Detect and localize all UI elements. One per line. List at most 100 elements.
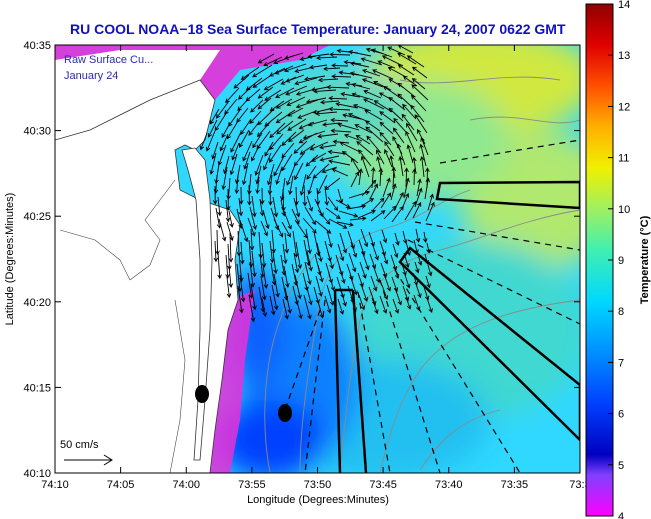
x-tick-label: 74:10 bbox=[41, 479, 69, 491]
current-vector bbox=[339, 141, 361, 153]
current-vector bbox=[328, 106, 351, 112]
current-vector bbox=[234, 175, 240, 195]
current-vector bbox=[349, 274, 358, 296]
current-vector bbox=[283, 265, 290, 289]
scale-vector-label: 50 cm/s bbox=[60, 439, 99, 451]
current-vector bbox=[249, 261, 256, 288]
current-vector bbox=[427, 264, 433, 277]
current-vector bbox=[305, 228, 312, 255]
current-vector bbox=[225, 199, 231, 223]
current-vector bbox=[286, 96, 306, 106]
overlay-line-1: Raw Surface Cu... bbox=[64, 54, 153, 66]
current-vector bbox=[358, 239, 366, 257]
current-vector bbox=[261, 297, 268, 318]
current-vector bbox=[215, 100, 230, 119]
current-vector bbox=[295, 241, 303, 270]
current-vector bbox=[350, 241, 358, 258]
current-vector bbox=[402, 75, 418, 87]
current-vector bbox=[349, 216, 367, 221]
marker-dot-b bbox=[278, 404, 292, 422]
current-vector bbox=[338, 265, 346, 285]
current-vector bbox=[304, 206, 316, 226]
current-vector bbox=[364, 109, 383, 121]
current-vector bbox=[406, 144, 414, 164]
current-vector bbox=[357, 209, 376, 219]
current-vector bbox=[211, 141, 219, 160]
current-vector bbox=[292, 230, 299, 258]
y-tick-label: 40:25 bbox=[23, 211, 51, 223]
current-vector bbox=[291, 263, 299, 287]
current-vector bbox=[260, 275, 267, 301]
current-vector bbox=[427, 193, 434, 211]
current-vector bbox=[251, 250, 257, 278]
current-vector bbox=[356, 140, 374, 156]
current-vector bbox=[372, 264, 381, 284]
current-vector bbox=[392, 243, 399, 259]
current-vector bbox=[239, 241, 245, 265]
x-tick-label: 73:55 bbox=[238, 479, 266, 491]
current-vector bbox=[221, 166, 228, 191]
current-vector bbox=[383, 148, 393, 168]
current-vector bbox=[360, 155, 370, 178]
current-vector bbox=[209, 108, 220, 125]
current-vector bbox=[284, 287, 292, 314]
current-vector bbox=[305, 283, 313, 306]
current-vector bbox=[420, 136, 429, 156]
current-vector bbox=[282, 298, 289, 320]
current-vector bbox=[359, 198, 375, 208]
current-vector bbox=[229, 153, 238, 176]
current-vector bbox=[423, 286, 430, 301]
current-vector bbox=[293, 252, 300, 274]
current-vector bbox=[391, 205, 404, 223]
current-vector bbox=[294, 162, 304, 181]
current-vector bbox=[302, 217, 317, 234]
colorbar-tick-label: 11 bbox=[618, 153, 629, 165]
current-vector bbox=[275, 109, 296, 124]
current-vector bbox=[388, 107, 404, 122]
current-vector bbox=[398, 155, 404, 177]
current-vector bbox=[383, 273, 392, 292]
current-vector bbox=[330, 117, 349, 123]
current-vector bbox=[376, 156, 383, 176]
current-vector bbox=[213, 240, 219, 263]
y-tick-label: 40:15 bbox=[23, 382, 51, 394]
current-vector bbox=[349, 61, 370, 68]
marker-dot-a bbox=[195, 385, 209, 403]
current-vector bbox=[391, 166, 397, 190]
current-vector bbox=[362, 69, 381, 77]
current-vector bbox=[257, 97, 272, 110]
current-vector bbox=[237, 285, 244, 314]
current-vector bbox=[275, 98, 293, 109]
current-vector bbox=[207, 119, 218, 138]
current-vector bbox=[319, 144, 337, 150]
current-vector bbox=[271, 284, 279, 311]
current-vector bbox=[357, 272, 364, 288]
current-vector bbox=[382, 177, 391, 198]
current-vector bbox=[323, 66, 341, 72]
current-vector bbox=[343, 60, 362, 65]
current-vector bbox=[288, 175, 294, 196]
current-vector bbox=[397, 52, 417, 65]
current-vector bbox=[405, 296, 412, 310]
current-vector bbox=[295, 296, 303, 320]
current-vector bbox=[411, 66, 428, 79]
current-vector bbox=[247, 184, 252, 206]
current-vector bbox=[358, 294, 366, 311]
current-vector bbox=[331, 168, 349, 177]
colorbar-label: Temperature (°C) bbox=[639, 215, 651, 304]
current-vector bbox=[412, 201, 422, 219]
current-vector bbox=[272, 196, 279, 218]
scale-vector-arrow bbox=[64, 454, 113, 466]
current-vector bbox=[295, 99, 319, 109]
current-vector bbox=[412, 168, 417, 186]
current-vector bbox=[341, 150, 359, 164]
current-vector bbox=[228, 210, 234, 228]
x-tick-label: 73:45 bbox=[369, 479, 397, 491]
current-vector bbox=[284, 232, 290, 254]
current-vector bbox=[199, 132, 208, 151]
current-vector bbox=[269, 295, 276, 316]
current-vector bbox=[376, 149, 385, 165]
current-vector bbox=[315, 111, 338, 116]
current-vector bbox=[324, 295, 332, 314]
current-vector bbox=[240, 118, 252, 136]
